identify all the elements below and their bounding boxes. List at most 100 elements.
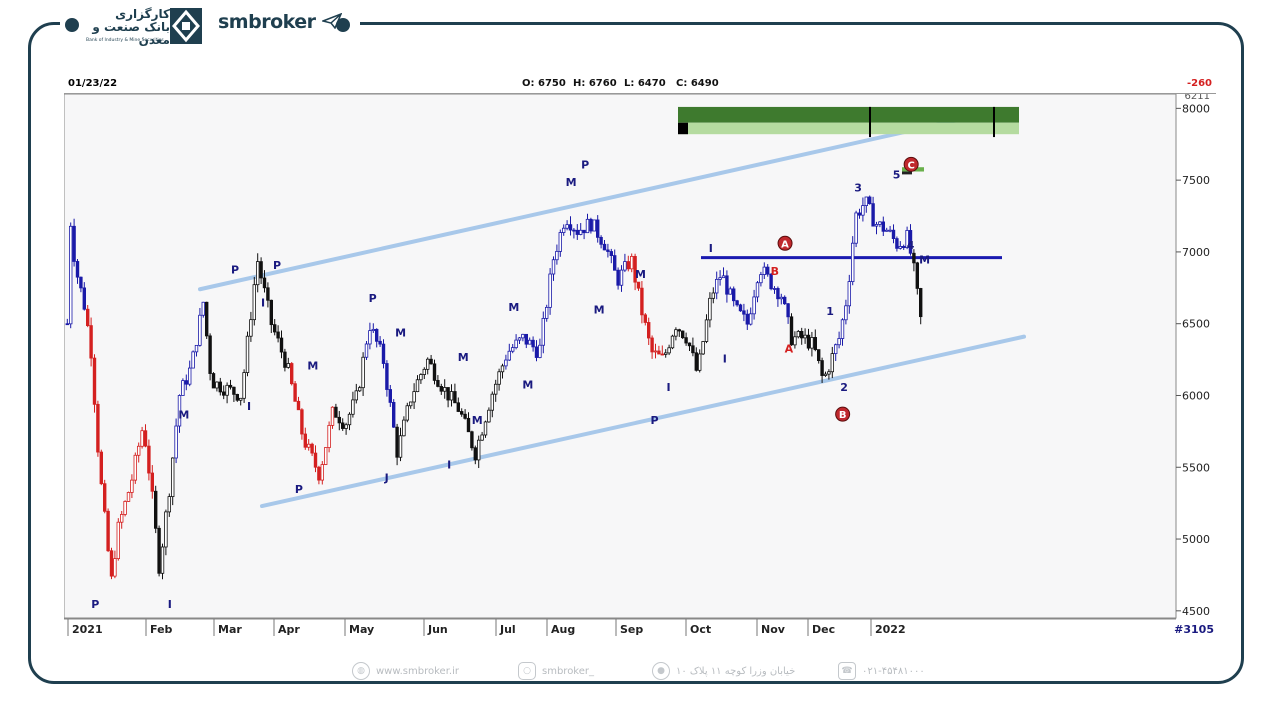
candle-body: [286, 363, 290, 368]
candle-body: [191, 351, 195, 369]
candle-body: [527, 339, 532, 345]
target-zone-light: [678, 122, 1019, 135]
candle-body: [327, 425, 331, 448]
candle-body: [405, 405, 409, 421]
candle-body: [599, 236, 603, 245]
candle-body: [245, 335, 250, 373]
candle-body: [772, 288, 777, 290]
candle-body: [381, 343, 386, 364]
footer: ◍ www.smbroker.ir ○ smbroker_ ● خیابان و…: [340, 658, 960, 682]
candle-body: [483, 421, 488, 436]
candle-body: [606, 249, 610, 252]
x-tick-label: 2022: [875, 623, 906, 636]
candle-body: [388, 389, 392, 403]
candle-body: [684, 337, 688, 344]
y-tick-label: 5500: [1182, 461, 1210, 474]
candle-body: [79, 276, 83, 289]
instagram-icon: ○: [518, 662, 536, 680]
candle-body: [711, 292, 715, 299]
candle-body: [561, 227, 566, 233]
wave-label: 3: [854, 182, 862, 195]
candle-body: [874, 223, 879, 227]
candle-body: [538, 344, 542, 358]
candle-body: [116, 521, 120, 559]
price-change: -260: [1186, 78, 1212, 89]
candle-body: [677, 329, 681, 332]
candle-body: [704, 319, 709, 342]
circle-badge-text: C: [907, 160, 914, 171]
footer-address: ● خیابان وزرا کوچه ۱۱ پلاک ۱۰: [652, 662, 795, 680]
candle-body: [510, 347, 515, 352]
footer-phone: ☎ ۰۲۱-۴۵۴۸۱۰۰۰: [838, 662, 925, 680]
candle-body: [272, 324, 277, 333]
candle-body: [446, 387, 450, 401]
candle-body: [592, 219, 596, 232]
candle-body: [844, 305, 848, 321]
candle-body: [864, 196, 868, 206]
candle-body: [283, 351, 287, 368]
candle-body: [721, 275, 726, 279]
candle-body: [589, 218, 593, 232]
phone-icon: ☎: [838, 662, 856, 680]
candle-body: [681, 330, 685, 339]
candle-body: [759, 274, 763, 284]
circle-badge: [903, 156, 919, 172]
y-tick-label: 6500: [1182, 318, 1210, 331]
candle-body: [783, 296, 787, 305]
candle-body: [769, 273, 773, 290]
candle-body: [361, 356, 365, 389]
wave-label: I: [709, 242, 713, 255]
candle-body: [810, 337, 814, 349]
circle-wave-label: A: [777, 235, 793, 251]
candle-body: [106, 510, 110, 552]
candle-body: [412, 391, 416, 403]
candle-body: [657, 350, 661, 355]
wave-label: 5: [893, 169, 901, 182]
candle-body: [306, 443, 311, 448]
candle-body: [514, 339, 518, 349]
candle-body: [354, 390, 358, 401]
candle-body: [130, 479, 134, 493]
y-tick-label: 8000: [1182, 102, 1210, 115]
ohlc-toolbar: 01/23/22 O: 6750 H: 6760 L: 6470 C: 6490…: [64, 76, 1216, 94]
candle-body: [419, 374, 423, 381]
candle-body: [109, 550, 114, 577]
channel-upper-line: [198, 117, 961, 292]
candle-body: [171, 457, 175, 497]
candle-body: [425, 358, 430, 370]
candle-body: [847, 281, 851, 307]
wave-label: P: [581, 159, 589, 172]
candle-body: [310, 443, 314, 454]
candle-body: [89, 325, 93, 359]
footer-instagram: ○ smbroker_: [518, 662, 594, 680]
wave-label: J: [384, 472, 389, 485]
candle-body: [252, 284, 256, 321]
candle-body: [908, 230, 913, 254]
candle-body: [221, 391, 226, 396]
candle-body: [398, 435, 403, 458]
wave-label: P: [369, 292, 377, 305]
candle-body: [75, 261, 80, 278]
candle-body: [293, 383, 297, 402]
candle-body: [827, 371, 831, 375]
candle-body: [616, 269, 620, 286]
x-tick-label: Feb: [150, 623, 173, 636]
candle-body: [378, 340, 382, 345]
wave-label: M: [635, 268, 646, 281]
candle-body: [803, 334, 807, 339]
candle-body: [459, 411, 464, 415]
candle-body: [575, 229, 579, 235]
candle-body: [779, 296, 783, 300]
candle-body: [313, 452, 318, 468]
bank-emblem-icon: [170, 8, 202, 44]
candle-body: [255, 261, 260, 286]
candle-body: [385, 363, 389, 390]
candle-body: [218, 381, 222, 393]
candle-body: [568, 224, 573, 231]
candle-body: [524, 333, 528, 345]
candle-body: [184, 380, 188, 385]
wave-label: I: [168, 598, 172, 611]
candle-body: [374, 328, 379, 342]
candle-body: [837, 338, 841, 346]
wave-label: 1: [826, 305, 834, 318]
